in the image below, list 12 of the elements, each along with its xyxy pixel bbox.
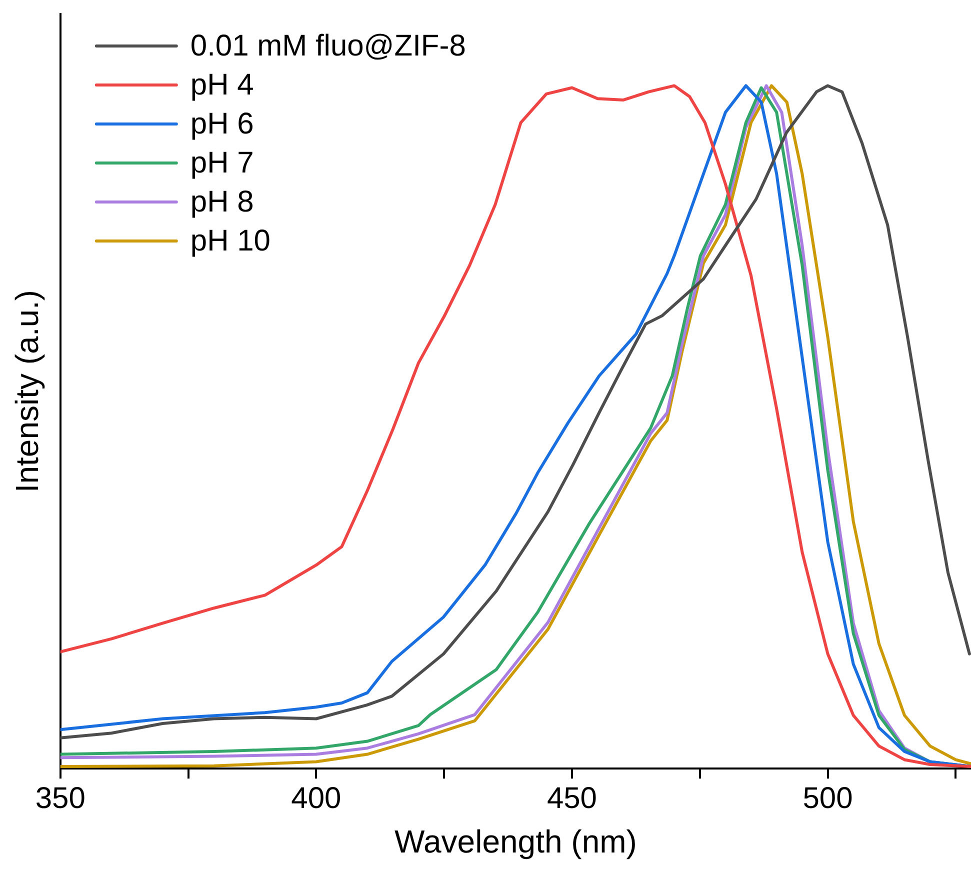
legend-label: pH 8 bbox=[190, 185, 254, 218]
legend-label: pH 4 bbox=[190, 68, 254, 102]
y-axis-title: Intensity (a.u.) bbox=[9, 290, 46, 493]
x-tick-label: 450 bbox=[546, 782, 598, 815]
x-axis-title: Wavelength (nm) bbox=[394, 824, 637, 860]
legend-label: pH 10 bbox=[190, 224, 270, 258]
x-tick-label: 500 bbox=[802, 782, 853, 815]
legend-label: pH 7 bbox=[190, 146, 254, 180]
legend-label: 0.01 mM fluo@ZIF-8 bbox=[190, 29, 466, 62]
x-tick-label: 400 bbox=[291, 782, 342, 815]
legend-label: pH 6 bbox=[190, 107, 254, 140]
x-tick-label: 350 bbox=[35, 782, 86, 815]
